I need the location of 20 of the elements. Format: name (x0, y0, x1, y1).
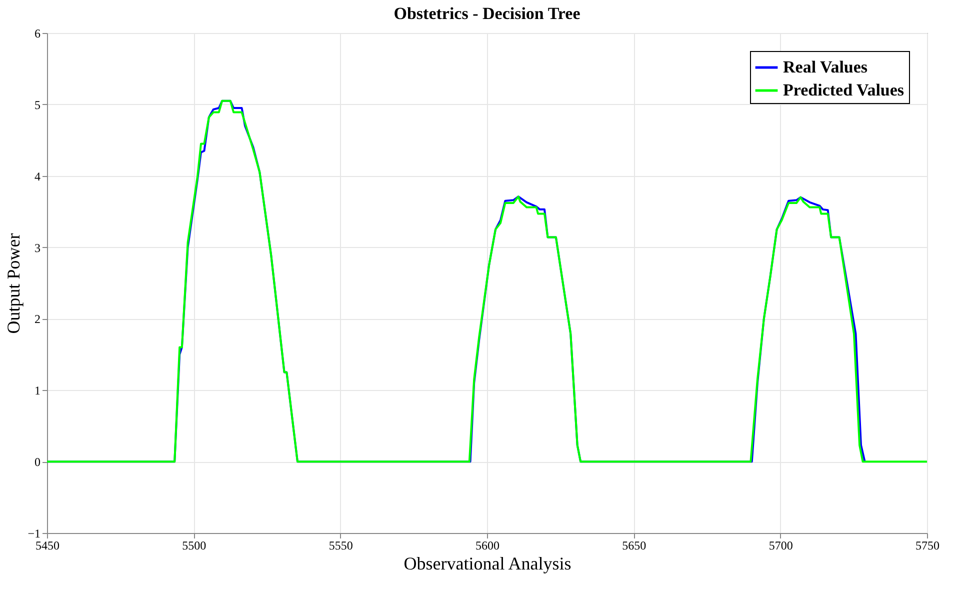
x-tick-label: 5750 (916, 538, 940, 552)
x-tick-label: 5600 (476, 538, 500, 552)
y-axis-title: Output Power (4, 233, 24, 334)
y-tick-label: 3 (34, 240, 40, 255)
y-tick-label: 2 (34, 312, 40, 326)
x-tick-label: 5450 (36, 538, 60, 552)
y-tick-label: 4 (34, 169, 40, 184)
y-tick-label: 0 (34, 455, 40, 470)
legend-label: Real Values (783, 58, 868, 76)
x-tick-label: 5550 (328, 538, 353, 552)
x-tick-label: 5500 (182, 538, 206, 552)
y-tick-label: 6 (34, 26, 40, 40)
y-tick-label: 5 (34, 98, 40, 112)
x-axis-title: Observational Analysis (404, 554, 572, 574)
x-tick-label: 5650 (622, 538, 646, 552)
y-tick-label: −1 (28, 526, 40, 540)
legend-label: Predicted Values (783, 80, 904, 100)
y-tick-label: 1 (34, 384, 40, 398)
chart-title: Obstetrics - Decision Tree (394, 4, 581, 23)
x-tick-label: 5700 (768, 538, 793, 552)
